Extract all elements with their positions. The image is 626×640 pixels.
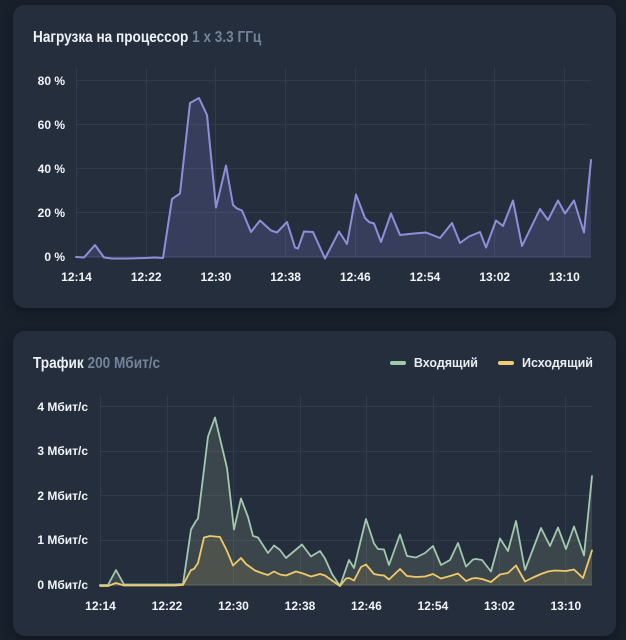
svg-text:12:14: 12:14 [85, 599, 116, 613]
svg-text:20 %: 20 % [38, 206, 66, 220]
svg-text:12:38: 12:38 [270, 270, 301, 284]
svg-text:0 %: 0 % [44, 250, 65, 264]
svg-text:3 Мбит/с: 3 Мбит/с [37, 444, 88, 458]
svg-text:12:38: 12:38 [285, 599, 316, 613]
svg-text:12:46: 12:46 [340, 270, 371, 284]
svg-text:0 Мбит/с: 0 Мбит/с [37, 578, 88, 592]
svg-text:12:22: 12:22 [152, 599, 183, 613]
svg-text:13:10: 13:10 [549, 270, 580, 284]
svg-text:80 %: 80 % [38, 74, 66, 88]
svg-text:60 %: 60 % [38, 118, 66, 132]
svg-text:40 %: 40 % [38, 162, 66, 176]
svg-text:12:46: 12:46 [351, 599, 382, 613]
svg-text:12:54: 12:54 [418, 599, 449, 613]
svg-text:12:54: 12:54 [410, 270, 441, 284]
svg-text:12:30: 12:30 [201, 270, 232, 284]
svg-text:1 Мбит/с: 1 Мбит/с [37, 533, 88, 547]
svg-text:4 Мбит/с: 4 Мбит/с [37, 400, 88, 414]
svg-text:13:10: 13:10 [550, 599, 581, 613]
svg-text:12:30: 12:30 [218, 599, 249, 613]
svg-text:2 Мбит/с: 2 Мбит/с [37, 489, 88, 503]
svg-text:12:14: 12:14 [61, 270, 92, 284]
svg-text:12:22: 12:22 [131, 270, 162, 284]
svg-text:13:02: 13:02 [479, 270, 510, 284]
svg-text:13:02: 13:02 [484, 599, 515, 613]
